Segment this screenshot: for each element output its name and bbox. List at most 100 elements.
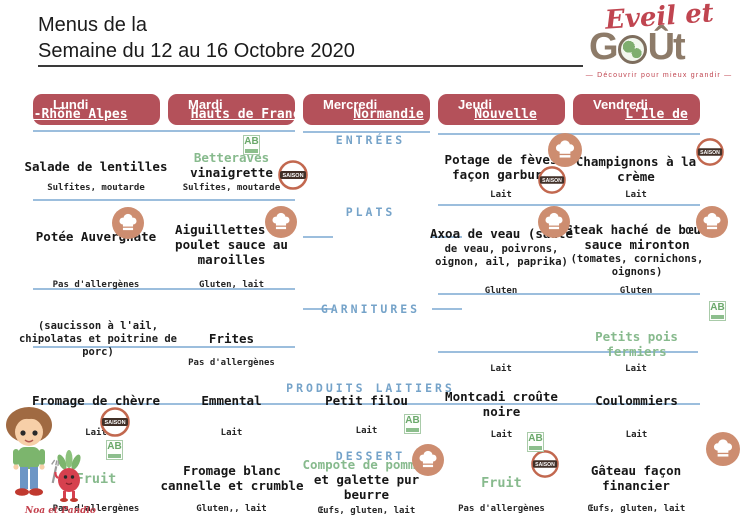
saison-badge: SAISON — [696, 138, 724, 166]
dish-garniture-mardi: Frites — [208, 331, 255, 346]
chef-hat-icon — [538, 206, 570, 238]
svg-text:SAISON: SAISON — [542, 178, 562, 184]
day-tab-lundi: Lundi Auvergne-Rhône Alpes — [0, 94, 160, 125]
chef-hat-icon — [548, 133, 582, 167]
grid-line — [303, 308, 333, 310]
allergens-entree-vendredi: Lait — [625, 190, 647, 200]
allergens-entree-jeudi: Lait — [490, 190, 512, 200]
saison-badge: SAISON — [100, 407, 130, 437]
chef-hat-icon — [265, 206, 297, 238]
section-label-plats: PLATS — [345, 205, 396, 219]
section-label-garnitures: GARNITURES — [320, 302, 421, 316]
dish-laitier-vendredi: Coulommiers — [595, 393, 678, 408]
svg-text:SAISON: SAISON — [700, 150, 720, 156]
logo-word-end: Ût — [647, 26, 686, 68]
allergens-dessert-mercredi: Œufs, gluten, lait — [317, 506, 416, 516]
grid-line — [432, 308, 462, 310]
allergens-plat-jeudi: Gluten — [484, 286, 518, 296]
dish-plat-lundi: Potée Auvergnate — [35, 229, 157, 244]
day-tab-mardi: Mardi Hauts de France — [168, 94, 308, 125]
day-label-mercredi: Mercredi — [323, 97, 378, 112]
grid-line — [33, 199, 295, 201]
grid-line — [438, 351, 698, 353]
dish-plat-jeudi-detail: de veau, poivrons, oignon, ail, paprika) — [435, 243, 568, 269]
svg-text:SAISON: SAISON — [282, 173, 303, 179]
day-tab-vendredi: Vendredi L'Ile de — [573, 94, 700, 125]
page-title-line1: Menus de la — [38, 14, 147, 36]
ab-bio-icon: AB — [243, 135, 260, 155]
day-label-lundi: Lundi — [53, 97, 89, 112]
section-label-dessert: DESSERT — [335, 449, 406, 463]
chef-hat-icon — [706, 432, 740, 466]
logo-word-start: G — [589, 26, 619, 68]
grid-line — [438, 293, 700, 295]
chef-hat-icon — [412, 444, 444, 476]
grid-line — [303, 131, 430, 133]
allergens-entree-mardi: Sulfites, moutarde — [182, 183, 281, 193]
grid-line — [432, 236, 462, 238]
day-tab-jeudi: Jeudi Nouvelle — [438, 94, 565, 125]
allergens-garniture-vendredi: Lait — [625, 364, 647, 374]
page-title: Menus de la Semaine du 12 au 16 Octobre … — [38, 12, 355, 64]
logo-word: G Ût — [589, 26, 686, 69]
grid-line — [33, 288, 295, 290]
saison-badge: SAISON — [278, 160, 308, 190]
allergens-plat-lundi: Pas d'allergènes — [52, 280, 140, 290]
day-region-jeudi: Nouvelle — [474, 107, 537, 122]
ab-bio-icon: AB — [527, 432, 544, 452]
grid-line — [33, 130, 295, 132]
allergens-plat-vendredi: Gluten — [619, 286, 653, 296]
day-region-vendredi: L'Ile de — [625, 107, 688, 122]
ab-bio-icon: AB — [709, 301, 726, 321]
allergens-laitier-lundi: Lait — [85, 428, 107, 438]
dish-dessert-jeudi: Fruit — [481, 475, 522, 491]
svg-text:SAISON: SAISON — [104, 420, 125, 426]
grid-line — [33, 346, 295, 348]
dish-plat-jeudi: Axoa de veau (sauté — [430, 226, 573, 241]
eveil-et-gout-logo: Eveil et G Ût — Découvrir pour mieux gran… — [583, 0, 735, 90]
page-title-line2: Semaine du 12 au 16 Octobre 2020 — [38, 40, 355, 62]
logo-tagline: — Découvrir pour mieux grandir — — [585, 72, 733, 79]
allergens-entree-lundi: Sulfites, moutarde — [47, 183, 145, 193]
dish-garniture-vendredi-bio: Petits pois fermiers — [595, 329, 678, 359]
dish-laitier-mercredi: Petit filou — [325, 393, 408, 408]
day-tab-mercredi: Mercredi Normandie — [303, 94, 430, 125]
section-label-produits-laitiers: PRODUITS LAITIERS — [286, 381, 455, 395]
svg-text:SAISON: SAISON — [535, 462, 555, 468]
dish-dessert-mercredi-rest: et galette pur beurre — [313, 471, 420, 502]
dish-dessert-mercredi: Compote de pommes et galette pur beurre — [296, 457, 437, 502]
dish-laitier-lundi: Fromage de chèvre — [32, 393, 160, 408]
allergens-laitier-jeudi: Lait — [490, 430, 513, 440]
mascot-caption: Noa et Pandio — [25, 506, 96, 516]
dish-plat-vendredi-detail: (tomates, cornichons, oignons) — [570, 253, 704, 279]
allergens-dessert-lundi: Pas d'allergènes — [52, 504, 140, 514]
ab-bio-icon: AB — [404, 414, 421, 434]
allergens-dessert-mardi: Gluten,, lait — [196, 504, 267, 514]
allergens-garniture-jeudi: Lait — [490, 364, 512, 374]
chef-hat-icon — [112, 207, 144, 239]
dish-entree-lundi: Salade de lentilles — [24, 159, 168, 174]
day-label-mardi: Mardi — [188, 97, 223, 112]
chef-hat-icon — [696, 206, 728, 238]
grid-line — [33, 403, 700, 405]
allergens-laitier-mercredi: Lait — [355, 426, 378, 436]
day-region-mercredi: Normandie — [353, 107, 424, 122]
grid-line — [438, 204, 700, 206]
dish-dessert-lundi: Fruit — [75, 471, 117, 487]
title-underline — [38, 65, 583, 67]
saison-badge: SAISON — [531, 450, 559, 478]
allergens-dessert-jeudi: Pas d'allergènes — [458, 504, 545, 514]
allergens-garniture-mardi: Pas d'allergènes — [188, 358, 275, 368]
dish-garniture-vendredi: Petits pois fermiers — [566, 329, 707, 360]
dish-plat-mardi: Aiguillettes de poulet sauce au maroille… — [175, 222, 288, 267]
dish-entree-mardi-rest: vinaigrette — [190, 164, 273, 180]
dish-laitier-jeudi: Montcadi croûte noire — [445, 389, 558, 419]
allergens-laitier-vendredi: Lait — [625, 430, 648, 440]
dish-garniture-lundi-detail: (saucisson à l'ail, chipolatas et poitri… — [18, 320, 178, 359]
day-label-jeudi: Jeudi — [458, 97, 492, 112]
dish-plat-vendredi: Steak haché de bœuf sauce mironton — [565, 222, 709, 252]
allergens-dessert-vendredi: Œufs, gluten, lait — [587, 504, 686, 514]
saison-badge: SAISON — [538, 166, 566, 194]
dish-dessert-vendredi: Gâteau façon financier — [590, 463, 682, 493]
